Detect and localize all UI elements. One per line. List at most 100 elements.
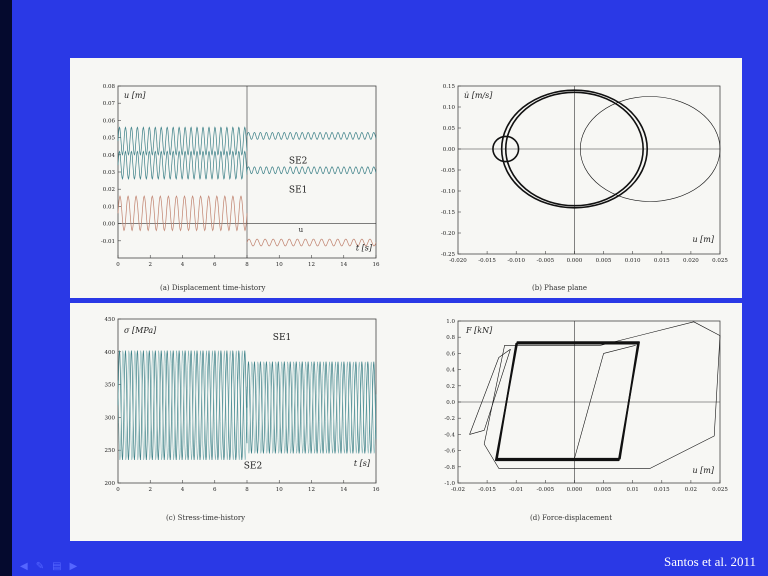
y-tick-label: 0.15 (443, 84, 456, 90)
x-tick-label: 0.025 (712, 487, 728, 493)
y-tick-label: 450 (105, 317, 116, 323)
annotation-SE2: SE2 (244, 462, 262, 472)
annotation-u: u (299, 226, 304, 234)
x-tick-label: 12 (308, 487, 315, 493)
x-tick-label: 0.015 (654, 258, 670, 264)
series-u-line (117, 195, 248, 232)
stress-series-line-2 (117, 350, 248, 460)
x-tick-label: 0.000 (567, 487, 583, 493)
x-tick-label: 2 (149, 262, 153, 268)
hysteresis-loop-4 (574, 345, 636, 459)
top-figure-panel: 0 2 4 6 8 10 12 14 16 -0.01 0.00 0.01 0.02 0.03 0.04 0.… (70, 58, 742, 298)
x-tick-label: 6 (213, 262, 217, 268)
y-axis-label: F [kN] (465, 326, 493, 335)
x-tick-label: -0.015 (478, 258, 496, 264)
x-tick-label: 4 (181, 487, 185, 493)
x-tick-label: 0.020 (683, 258, 699, 264)
y-tick-label: 300 (105, 415, 116, 421)
series-SE2-line (246, 131, 377, 140)
menu-icon[interactable]: ▤ (52, 561, 62, 572)
x-tick-label: 0 (116, 487, 120, 493)
y-tick-label: -0.2 (444, 416, 455, 422)
stress-time-history-chart: 0 2 4 6 8 10 12 14 16 200 250 300 350 400 450 σ [MPa] t … (105, 317, 380, 493)
x-tick-label: 8 (245, 487, 249, 493)
y-tick-label: -1.0 (444, 481, 455, 487)
y-axis-label: u [m] (124, 91, 146, 100)
x-tick-label: 0.010 (625, 258, 641, 264)
x-tick-label: 14 (340, 262, 347, 268)
y-tick-label: 0.06 (103, 118, 116, 124)
y-tick-label: 0.00 (103, 222, 116, 228)
x-tick-label: -0.01 (509, 487, 523, 493)
x-tick-label: 12 (308, 262, 315, 268)
stress-series-line-2 (246, 361, 377, 454)
x-axis-label: t [s] (354, 459, 371, 468)
y-axis-label: u̇ [m/s] (464, 91, 493, 100)
y-tick-label: 200 (105, 481, 116, 487)
caption-d: (d) Force-displacement (530, 514, 613, 522)
hysteresis-loop-3 (469, 348, 511, 435)
x-tick-label: 4 (181, 262, 185, 268)
x-axis-label: u [m] (692, 466, 714, 475)
trajectory-curve-2 (579, 96, 721, 202)
y-tick-label: 0.10 (443, 105, 456, 111)
annotation-SE1: SE1 (273, 333, 291, 343)
y-tick-label: 0.08 (103, 84, 116, 90)
trajectory-curve-0 (500, 89, 649, 209)
prev-slide-icon[interactable]: ◀ (20, 561, 28, 572)
pen-icon[interactable]: ✎ (35, 561, 45, 572)
caption-b: (b) Phase plane (532, 284, 588, 292)
trajectory-curve-1 (504, 91, 644, 207)
x-tick-label: 2 (149, 487, 153, 493)
hysteresis-loop-2 (483, 321, 721, 469)
annotation-SE2: SE2 (289, 156, 307, 166)
hysteresis-loop-0 (496, 342, 639, 460)
phase-plane-chart: -0.020 -0.015 -0.010 -0.005 0.000 0.005 0.010 0… (441, 84, 728, 264)
x-tick-label: -0.005 (537, 487, 555, 493)
hysteresis-loop-1 (494, 341, 640, 462)
x-tick-label: 0.01 (627, 487, 639, 493)
y-tick-label: 0.03 (103, 170, 116, 176)
caption-c: (c) Stress-time-history (166, 514, 246, 522)
y-tick-label: 250 (105, 448, 116, 454)
stress-series-line (246, 361, 377, 454)
y-tick-label: -0.6 (444, 449, 455, 455)
series-SE2-line (117, 126, 248, 156)
y-tick-label: -0.10 (441, 189, 456, 195)
y-tick-label: 400 (105, 350, 116, 356)
y-tick-label: 0.4 (446, 368, 455, 374)
x-tick-label: -0.02 (451, 487, 465, 493)
y-tick-label: 0.05 (103, 136, 116, 142)
caption-a: (a) Displacement time-history (160, 284, 266, 292)
annotation-SE1: SE1 (289, 186, 307, 196)
series-SE1-line (246, 166, 377, 175)
y-tick-label: 0.04 (103, 153, 116, 159)
x-axis-label: u [m] (692, 235, 714, 244)
x-tick-label: -0.020 (449, 258, 467, 264)
x-tick-label: 10 (276, 262, 283, 268)
y-tick-label: -0.25 (441, 252, 456, 258)
y-tick-label: -0.15 (441, 210, 456, 216)
y-tick-label: 1.0 (446, 319, 455, 325)
y-tick-label: -0.01 (101, 239, 115, 245)
x-tick-label: 14 (340, 487, 347, 493)
x-tick-label: 0.000 (567, 258, 583, 264)
series-u-line (246, 238, 377, 247)
y-tick-label: 0.00 (443, 147, 456, 153)
x-tick-label: 0.005 (596, 258, 612, 264)
x-tick-label: -0.010 (507, 258, 525, 264)
force-displacement-chart: -0.02 -0.015 -0.01 -0.005 0.000 0.005 0.01 0.01… (444, 319, 728, 493)
y-tick-label: -0.4 (444, 432, 455, 438)
x-tick-label: -0.015 (478, 487, 496, 493)
x-tick-label: 6 (213, 487, 217, 493)
x-tick-label: 0.025 (712, 258, 728, 264)
x-tick-label: 8 (245, 262, 249, 268)
y-tick-label: 0.2 (446, 384, 455, 390)
y-tick-label: 0.05 (443, 126, 456, 132)
y-tick-label: 0.07 (103, 101, 116, 107)
x-tick-label: 0.02 (685, 487, 697, 493)
x-tick-label: -0.005 (537, 258, 555, 264)
bottom-figure-panel: 0 2 4 6 8 10 12 14 16 200 250 300 350 400 450 σ [MPa] t … (70, 303, 742, 541)
next-slide-icon[interactable]: ▶ (69, 561, 78, 572)
y-tick-label: 0.0 (446, 400, 455, 406)
